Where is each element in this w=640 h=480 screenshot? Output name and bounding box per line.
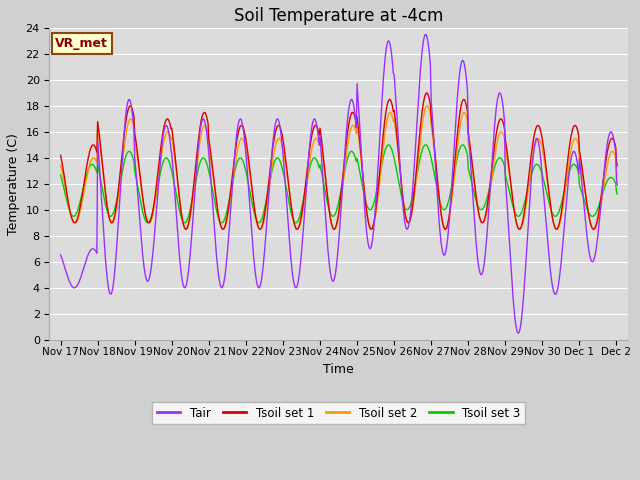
Text: VR_met: VR_met: [55, 37, 108, 50]
Y-axis label: Temperature (C): Temperature (C): [7, 133, 20, 235]
X-axis label: Time: Time: [323, 363, 354, 376]
Legend: Tair, Tsoil set 1, Tsoil set 2, Tsoil set 3: Tair, Tsoil set 1, Tsoil set 2, Tsoil se…: [152, 402, 525, 424]
Title: Soil Temperature at -4cm: Soil Temperature at -4cm: [234, 7, 444, 25]
